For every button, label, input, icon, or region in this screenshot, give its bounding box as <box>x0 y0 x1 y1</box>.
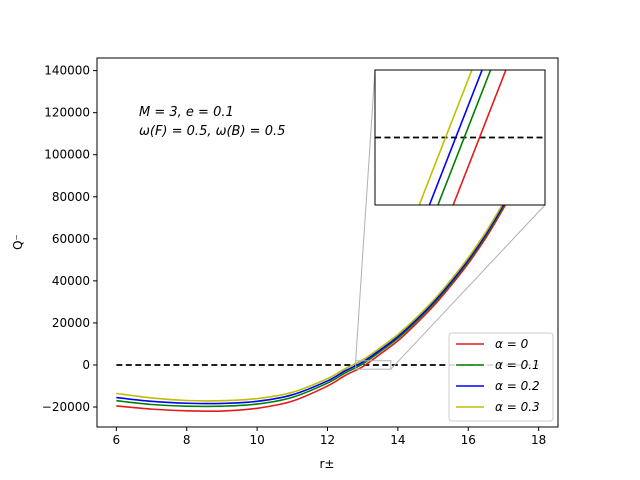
x-tick-label: 10 <box>249 433 264 447</box>
y-tick-label: 80000 <box>52 190 90 204</box>
y-tick-label: 100000 <box>44 148 90 162</box>
inset-plot <box>374 69 546 206</box>
legend-label-0: α = 0 <box>495 337 529 351</box>
x-tick-label: 6 <box>113 433 121 447</box>
legend-label-1: α = 0.1 <box>495 358 540 372</box>
legend-items: α = 0 α = 0.1 α = 0.2 α = 0.3 <box>456 337 540 414</box>
series-layer <box>116 136 540 413</box>
x-tick-label: 12 <box>320 433 335 447</box>
y-tick-label: 140000 <box>44 64 90 78</box>
legend-label-3: α = 0.3 <box>495 400 540 414</box>
y-tick-label: 0 <box>82 358 90 372</box>
series-line-0 <box>116 141 540 413</box>
inset-series-layer <box>375 70 545 205</box>
series-line-3 <box>116 136 540 402</box>
legend-box <box>448 332 554 422</box>
y-tick-label: 40000 <box>52 274 90 288</box>
y-tick-label: 60000 <box>52 232 90 246</box>
x-tick-label: 16 <box>461 433 476 447</box>
y-axis-label: Q⁻ <box>11 234 25 250</box>
y-axis-ticks: −20000 0 20000 40000 60000 80000 100000 120000 1… <box>42 64 97 414</box>
inset-background <box>375 70 545 205</box>
y-tick-label: 20000 <box>52 316 90 330</box>
inset-series-line-3 <box>418 70 473 205</box>
y-tick-label: 120000 <box>44 106 90 120</box>
inset-series-line-0 <box>452 70 507 205</box>
annotation-line-2: ω(F) = 0.5, ω(B) = 0.5 <box>139 124 285 139</box>
inset-series-line-2 <box>428 70 483 205</box>
zoom-indicator <box>355 69 546 370</box>
inset-frame <box>374 69 546 206</box>
legend: α = 0 α = 0.1 α = 0.2 α = 0.3 <box>448 332 554 422</box>
inset-series-line-1 <box>437 70 492 205</box>
x-axis-label: r± <box>320 457 335 471</box>
zoom-connector-right <box>390 204 546 370</box>
x-tick-label: 14 <box>390 433 405 447</box>
x-axis-ticks: 6 8 10 12 14 16 18 <box>113 427 546 447</box>
annotation-line-1: M = 3, e = 0.1 <box>139 105 234 120</box>
x-tick-label: 8 <box>183 433 191 447</box>
y-tick-label: −20000 <box>42 400 90 414</box>
zoom-connector-left <box>355 69 376 361</box>
x-tick-label: 18 <box>531 433 546 447</box>
series-line-2 <box>116 138 540 405</box>
zoom-region-box <box>355 360 392 370</box>
legend-label-2: α = 0.2 <box>495 379 540 393</box>
